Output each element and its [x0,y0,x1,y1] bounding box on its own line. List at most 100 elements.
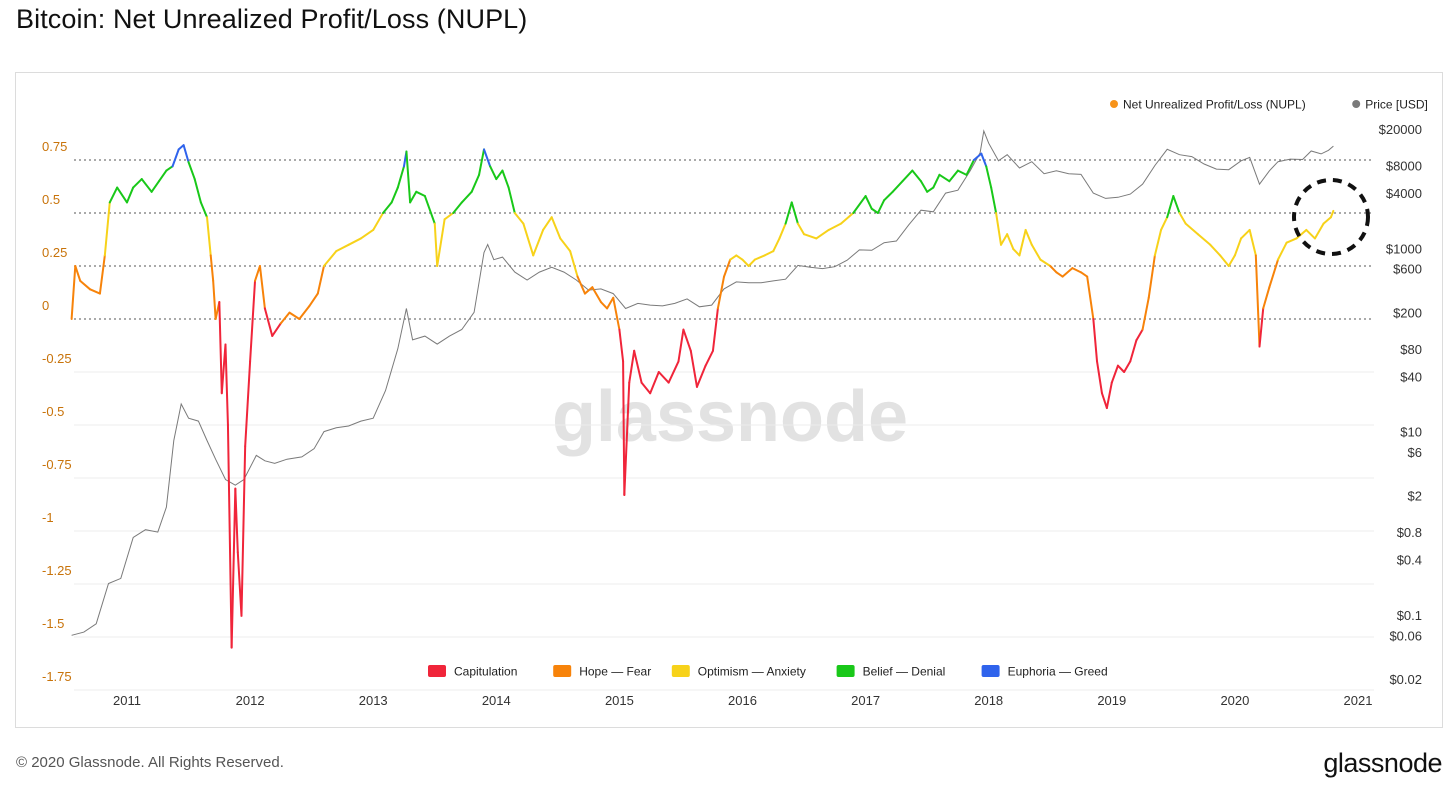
nupl-series-segment [716,275,726,310]
nupl-series-segment [209,254,215,282]
nupl-series-segment [919,180,929,193]
nupl-series-segment [682,328,692,352]
nupl-series-segment [695,364,707,388]
legend-top-label[interactable]: Price [USD] [1365,98,1428,112]
nupl-series-segment [522,222,535,257]
nupl-series-segment [778,222,787,240]
nupl-series-segment [990,186,998,214]
zone-legend-label[interactable]: Euphoria — Greed [1008,665,1108,679]
nupl-series-segment [612,296,621,331]
nupl-series-segment [1018,228,1027,257]
nupl-series-segment [470,173,481,193]
nupl-series-segment [1096,360,1103,395]
nupl-series-segment [322,250,338,267]
nupl-series-segment [1129,339,1138,363]
nupl-series-segment [489,165,498,181]
nupl-series-segment [583,286,594,295]
y-right-tick-label: $200 [1393,305,1422,320]
nupl-series-segment [649,371,660,395]
nupl-series-segment [729,254,738,261]
x-tick-label: 2011 [113,693,141,708]
zone-legend-label[interactable]: Optimism — Anxiety [698,665,806,679]
nupl-series-segment [1240,228,1251,240]
nupl-series-segment [677,328,685,363]
nupl-series-segment [1071,267,1083,274]
nupl-series-segment [226,424,233,649]
nupl-series-segment [1116,364,1126,373]
nupl-series-segment [423,195,436,225]
nupl-series-segment [150,180,161,193]
nupl-series-segment [995,212,1003,246]
nupl-series-segment [1160,216,1169,231]
nupl-series-segment [532,228,545,257]
nupl-series-segment [640,381,652,395]
nupl-series-segment [258,265,266,310]
x-tick-label: 2015 [605,693,634,708]
watermark: glassnode [552,377,908,457]
nupl-series-segment [103,201,111,257]
nupl-series-segment [1313,222,1325,240]
nupl-series-segment [347,237,362,246]
nupl-series-segment [1227,254,1236,267]
zone-legend-label[interactable]: Hope — Fear [579,665,651,679]
y-right-tick-label: $600 [1393,262,1422,277]
nupl-series-segment [1039,258,1052,267]
nupl-series-segment [254,265,261,282]
y-left-tick-label: -1.25 [42,563,72,578]
nupl-series-segment [559,237,572,253]
y-right-tick-label: $8000 [1386,158,1422,173]
zone-legend-swatch-icon [553,665,572,677]
nupl-series-segment [308,292,319,308]
nupl-series-segment [224,343,229,426]
nupl-series-segment [513,212,525,225]
nupl-series-segment [1329,209,1335,219]
y-left-tick-label: -1.75 [42,669,72,684]
glassnode-logo[interactable]: glassnode [1323,748,1442,778]
nupl-series-segment [460,190,473,204]
nupl-series-segment [870,207,879,214]
nupl-series-segment [199,201,209,219]
nupl-series-segment [390,186,399,204]
nupl-series-segment [372,212,385,231]
x-tick-label: 2021 [1344,693,1373,708]
nupl-series-segment [803,233,818,240]
nupl-series-segment [747,258,756,267]
nupl-series-segment [926,186,935,193]
nupl-series-segment [70,265,77,320]
nupl-series-segment [108,186,119,204]
x-tick-label: 2013 [359,693,388,708]
y-right-tick-label: $0.8 [1397,525,1422,540]
nupl-series-segment [1110,364,1119,384]
nupl-series-segment [827,222,842,231]
zone-legend-swatch-icon [428,665,446,677]
y-right-tick-label: $0.06 [1389,628,1422,643]
nupl-series-segment [1248,228,1257,257]
nupl-series-segment [1141,296,1150,331]
nupl-series-segment [763,250,775,257]
nupl-series-segment [415,190,426,198]
nupl-series-segment [405,150,412,204]
zone-legend-label[interactable]: Capitulation [454,665,517,679]
nupl-series-segment [1055,271,1064,278]
nupl-series-segment [240,445,247,617]
nupl-series-segment [1100,392,1108,410]
x-tick-label: 2020 [1220,693,1249,708]
nupl-series-segment [279,311,291,325]
nupl-series-segment [1166,195,1175,219]
legend-top-label[interactable]: Net Unrealized Profit/Loss (NUPL) [1123,98,1306,112]
y-right-tick-label: $4000 [1386,186,1422,201]
nupl-series-segment [1030,243,1042,261]
zone-legend-label[interactable]: Belief — Denial [863,665,946,679]
nupl-series-segment [1184,222,1199,236]
nupl-series-segment [1153,228,1163,257]
nupl-series-segment [932,173,941,189]
nupl-series-segment [839,212,855,225]
nupl-series-segment [478,148,485,176]
nupl-series-segment [140,178,153,193]
nupl-series-segment [985,165,993,189]
nupl-series-segment [1276,241,1288,261]
nupl-series-segment [1196,233,1212,246]
y-right-tick-label: $40 [1400,369,1422,384]
nupl-series-segment [234,487,239,554]
nupl-series-segment [501,169,510,189]
